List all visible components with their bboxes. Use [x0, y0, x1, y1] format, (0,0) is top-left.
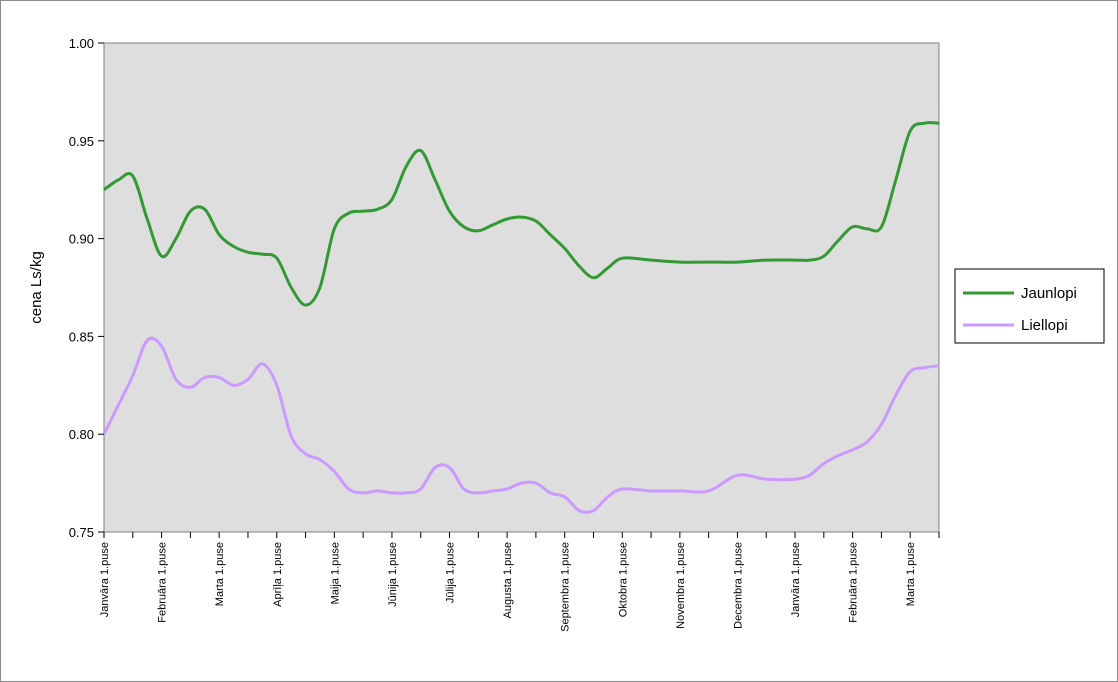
x-tick-label: Februāra 1.puse — [848, 542, 860, 623]
series-layer — [102, 121, 940, 514]
x-tick-label: Jūnija 1.puse — [387, 542, 399, 607]
y-tick-label: 0.75 — [69, 525, 94, 540]
x-tick-label: Februāra 1.puse — [157, 542, 169, 623]
legend-box — [954, 268, 1105, 344]
legend-label-jaunlopi: Jaunlopi — [1021, 285, 1077, 302]
y-tick-label: 0.95 — [69, 134, 94, 149]
x-tick-label: Decembra 1.puse — [732, 542, 744, 629]
y-tick-label: 0.90 — [69, 232, 94, 247]
x-tick-label: Maija 1.puse — [329, 542, 341, 604]
legend: Jaunlopi Liellopi — [954, 268, 1105, 344]
x-tick-label: Janvāra 1.puse — [99, 542, 111, 617]
series-line-liellopi — [102, 336, 940, 514]
y-tick-label: 1.00 — [69, 36, 94, 51]
y-axis-title: cena Ls/kg — [28, 251, 45, 324]
x-tick-label: Marta 1.puse — [214, 542, 226, 606]
x-tick-label: Marta 1.puse — [905, 542, 917, 606]
x-tick-label: Aprīļa 1.puse — [272, 542, 284, 607]
legend-label-liellopi: Liellopi — [1021, 317, 1068, 334]
y-tick-label: 0.80 — [69, 427, 94, 442]
x-tick-label: Oktobra 1.puse — [617, 542, 629, 617]
y-tick-label: 0.85 — [69, 329, 94, 344]
y-axis: 0.75 0.80 0.85 0.90 0.95 1.00 — [69, 36, 104, 540]
x-tick-label: Janvāra 1.puse — [790, 542, 802, 617]
series-line-jaunlopi — [103, 121, 940, 307]
x-tick-label: Jūlija 1.puse — [445, 542, 457, 603]
x-tick-label: Septembra 1.puse — [560, 542, 572, 632]
x-tick-label: Novembra 1.puse — [675, 542, 687, 629]
x-tick-label: Augusta 1.puse — [502, 542, 514, 618]
x-axis: Janvāra 1.puse Februāra 1.puse Marta 1.pus… — [99, 532, 940, 632]
plot-area — [103, 42, 940, 533]
